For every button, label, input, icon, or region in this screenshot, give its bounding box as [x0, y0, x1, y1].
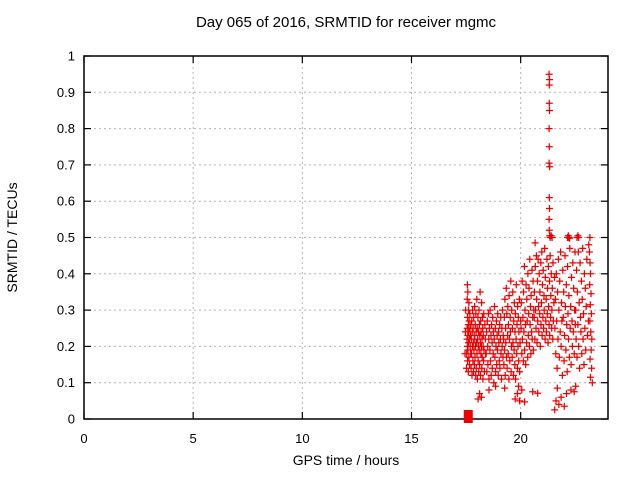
svg-text:0.8: 0.8 [57, 121, 75, 136]
svg-text:0.5: 0.5 [57, 230, 75, 245]
x-tick-labels: 0 5 10 15 20 [80, 431, 528, 446]
zero-cluster-marker [463, 410, 473, 423]
svg-text:1: 1 [68, 49, 75, 64]
svg-text:0.7: 0.7 [57, 157, 75, 172]
x-axis-label: GPS time / hours [293, 452, 400, 468]
y-tick-labels: 0 0.1 0.2 0.3 0.4 0.5 0.6 0.7 0.8 0.9 1 [57, 49, 75, 427]
svg-text:0.3: 0.3 [57, 303, 75, 318]
chart-title: Day 065 of 2016, SRMTID for receiver mgm… [196, 14, 497, 31]
svg-text:20: 20 [513, 431, 527, 446]
data-points [461, 70, 596, 414]
svg-text:0.2: 0.2 [57, 339, 75, 354]
svg-text:0.4: 0.4 [57, 266, 75, 281]
svg-text:5: 5 [190, 431, 197, 446]
y-axis-label: SRMTID / TECUs [4, 182, 20, 292]
axis-ticks [83, 55, 608, 420]
svg-text:0.9: 0.9 [57, 85, 75, 100]
svg-text:0: 0 [80, 431, 87, 446]
svg-text:15: 15 [404, 431, 418, 446]
gridlines [84, 56, 608, 419]
svg-text:0.1: 0.1 [57, 375, 75, 390]
svg-text:0: 0 [68, 412, 75, 427]
svg-text:10: 10 [295, 431, 309, 446]
svg-text:0.6: 0.6 [57, 194, 75, 209]
